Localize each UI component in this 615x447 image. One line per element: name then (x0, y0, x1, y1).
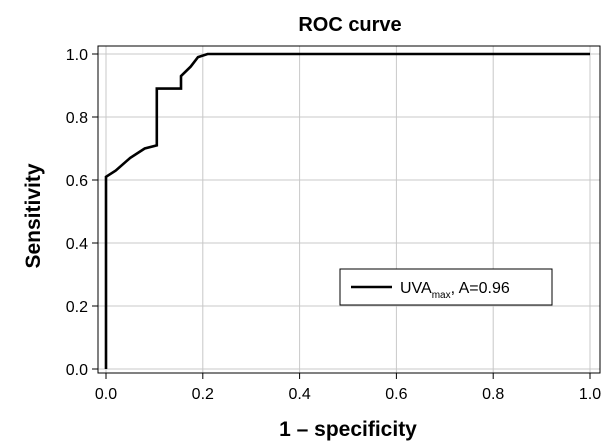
x-tick-label: 1.0 (579, 386, 601, 403)
legend-label-main: UVA (400, 280, 432, 297)
y-tick-label: 1.0 (66, 47, 88, 64)
y-tick-label: 0.2 (66, 299, 88, 316)
x-tick-label: 0.6 (385, 386, 407, 403)
series-layer (104, 52, 590, 369)
legend-label-suffix: , A=0.96 (451, 280, 510, 297)
y-tick-label: 0.6 (66, 173, 88, 190)
roc-curve-line (104, 52, 590, 369)
legend-label: UVAmax, A=0.96 (400, 280, 510, 301)
y-tick-label: 0.8 (66, 110, 88, 127)
legend: UVAmax, A=0.96 (339, 268, 553, 306)
chart-title: ROC curve (298, 14, 401, 36)
y-tick-label: 0.4 (66, 236, 88, 253)
x-tick-label: 0.8 (482, 386, 504, 403)
y-axis-title: Sensitivity (22, 163, 45, 268)
x-tick-label: 0.2 (192, 386, 214, 403)
x-tick-label: 0.4 (288, 386, 310, 403)
legend-label-subscript: max (432, 290, 451, 301)
grid (98, 46, 600, 373)
axis-ticks: 0.0 0.2 0.4 0.6 0.8 1.0 0.0 0.2 0.4 0.6 0.8 1.0 (66, 47, 601, 403)
x-axis-title: 1 – specificity (279, 418, 417, 441)
plot-frame (97, 45, 601, 374)
x-tick-label: 0.0 (95, 386, 117, 403)
y-tick-label: 0.0 (66, 362, 88, 379)
